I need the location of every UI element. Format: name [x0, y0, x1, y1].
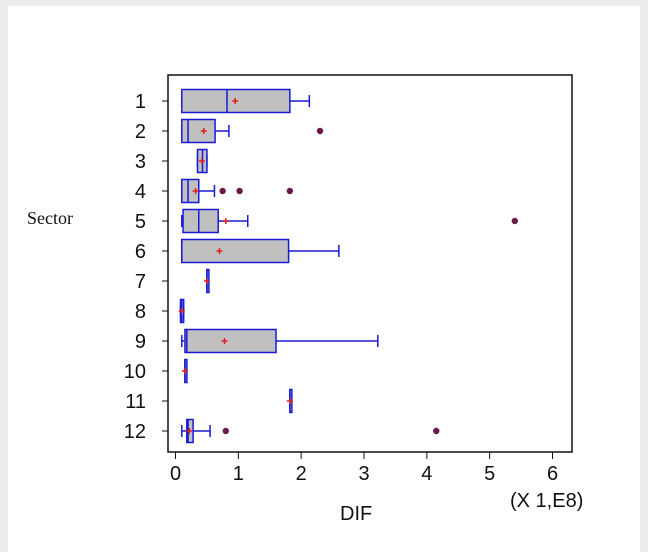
x-tick-label-5: 5	[484, 463, 495, 485]
box-sector-10	[181, 358, 188, 384]
box-sector-1	[181, 88, 311, 114]
y-tick-label-5: 5	[135, 211, 146, 233]
mean-marker	[200, 128, 207, 134]
y-tick-label-2: 2	[135, 121, 146, 143]
x-tick-label-0: 0	[170, 463, 181, 485]
box-sector-3	[196, 148, 208, 174]
box-iqr	[181, 178, 200, 204]
outlier-point-0	[222, 427, 229, 435]
box-sector-9	[181, 328, 379, 354]
x-tick-label-4: 4	[421, 463, 432, 485]
y-tick-label-11: 11	[125, 391, 146, 413]
box-iqr	[182, 208, 219, 234]
box-sector-8	[178, 298, 185, 324]
mean-marker	[232, 98, 239, 104]
x-tick-label-1: 1	[233, 463, 244, 485]
x-tick-label-6: 6	[547, 463, 558, 485]
y-tick-label-12: 12	[124, 421, 146, 443]
box-iqr	[181, 118, 216, 144]
mean-marker	[198, 158, 205, 164]
x-axis-title: DIF	[340, 503, 372, 525]
mean-marker	[203, 278, 210, 284]
y-tick-label-1: 1	[135, 91, 146, 113]
outlier-point-0	[316, 127, 324, 135]
box-iqr	[181, 238, 290, 264]
box-sector-2	[181, 118, 324, 144]
mean-marker	[222, 218, 229, 224]
mean-marker	[221, 338, 228, 344]
box-sector-12	[181, 418, 440, 444]
mean-marker	[286, 398, 293, 404]
mean-marker	[216, 248, 223, 254]
mean-marker	[181, 368, 188, 374]
outlier-point-1	[236, 187, 243, 195]
mean-marker	[186, 428, 193, 434]
mean-marker	[192, 188, 199, 194]
outlier-point-0	[219, 187, 226, 195]
outlier-point-2	[286, 187, 294, 195]
outlier-point-0	[511, 217, 518, 225]
y-tick-label-8: 8	[135, 301, 146, 323]
x-tick-label-2: 2	[296, 463, 307, 485]
y-tick-label-7: 7	[135, 271, 146, 293]
plot-frame	[167, 74, 573, 453]
y-tick-label-9: 9	[135, 331, 146, 353]
box-sector-11	[286, 388, 293, 414]
y-tick-label-3: 3	[135, 151, 146, 173]
y-axis-title: Sector	[27, 208, 73, 228]
x-multiplier-label: (X 1,E8)	[510, 490, 583, 512]
y-tick-label-6: 6	[135, 241, 146, 263]
box-sector-5	[181, 208, 518, 234]
box-sector-6	[181, 238, 340, 264]
x-tick-label-3: 3	[358, 463, 369, 485]
y-tick-label-10: 10	[124, 361, 146, 383]
box-sector-7	[203, 268, 210, 294]
mean-marker	[178, 308, 185, 314]
box-iqr	[184, 328, 277, 354]
outlier-point-1	[433, 427, 440, 435]
box-sector-4	[181, 178, 294, 204]
y-tick-label-4: 4	[135, 181, 146, 203]
